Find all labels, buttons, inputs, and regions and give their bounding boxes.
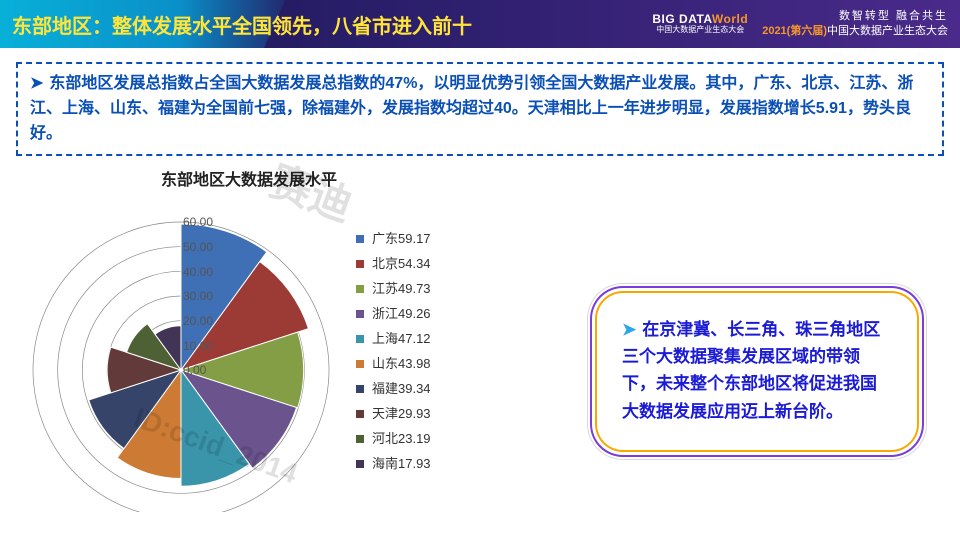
radial-tick-label: 50.00 — [183, 241, 213, 253]
legend-swatch — [356, 260, 364, 268]
polar-chart — [16, 192, 346, 512]
legend-item: 山东43.98 — [356, 351, 431, 376]
radial-tick-label: 30.00 — [183, 290, 213, 302]
callout-text: 在京津冀、长三角、珠三角地区三个大数据聚集发展区域的带领下，未来整个东部地区将促… — [622, 320, 880, 421]
legend-item: 广东59.17 — [356, 226, 431, 251]
event-logo: BIG DATAWorld 中国大数据产业生态大会 — [652, 13, 748, 35]
legend-item: 北京54.34 — [356, 251, 431, 276]
legend-swatch — [356, 335, 364, 343]
legend-label: 河北23.19 — [372, 432, 431, 445]
callout-box: ➤在京津冀、长三角、珠三角地区三个大数据聚集发展区域的带领下，未来整个东部地区将… — [597, 293, 917, 450]
bullet-arrow-icon: ➤ — [30, 75, 43, 92]
content-row: 东部地区大数据发展水平 0.00 10.00 20.00 30.00 40.00 50.0… — [0, 166, 960, 536]
description-text: 东部地区发展总指数占全国大数据发展总指数的47%，以明显优势引领全国大数据产业发… — [30, 75, 913, 142]
legend-label: 浙江49.26 — [372, 307, 431, 320]
legend-label: 广东59.17 — [372, 232, 431, 245]
legend-swatch — [356, 385, 364, 393]
tagline-1: 数智转型 融合共生 — [762, 9, 948, 24]
chart-area: 东部地区大数据发展水平 0.00 10.00 20.00 30.00 40.00 50.0… — [16, 166, 556, 536]
legend-label: 天津29.93 — [372, 407, 431, 420]
legend-label: 江苏49.73 — [372, 282, 431, 295]
legend-swatch — [356, 460, 364, 468]
legend-item: 海南17.93 — [356, 451, 431, 476]
legend-item: 上海47.12 — [356, 326, 431, 351]
radial-tick-label: 10.00 — [183, 340, 213, 352]
legend-swatch — [356, 410, 364, 418]
legend-label: 上海47.12 — [372, 332, 431, 345]
chart-legend: 广东59.17 北京54.34 江苏49.73 浙江49.26 上海47.12 山东43.… — [356, 226, 431, 476]
legend-swatch — [356, 360, 364, 368]
logo-text-2: World — [712, 12, 748, 26]
legend-swatch — [356, 285, 364, 293]
legend-label: 北京54.34 — [372, 257, 431, 270]
tagline-2b: 中国大数据产业生态大会 — [827, 25, 948, 37]
logo-text-1: BIG DATA — [652, 12, 712, 26]
legend-label: 山东43.98 — [372, 357, 431, 370]
legend-swatch — [356, 235, 364, 243]
header-right: BIG DATAWorld 中国大数据产业生态大会 数智转型 融合共生 2021… — [652, 9, 948, 40]
legend-swatch — [356, 310, 364, 318]
radial-tick-label: 0.00 — [183, 364, 206, 376]
legend-swatch — [356, 435, 364, 443]
tagline-2a: 2021(第六届) — [762, 25, 827, 37]
callout-arrow-icon: ➤ — [622, 320, 636, 339]
legend-label: 福建39.34 — [372, 382, 431, 395]
tagline: 数智转型 融合共生 2021(第六届)中国大数据产业生态大会 — [762, 9, 948, 40]
legend-item: 河北23.19 — [356, 426, 431, 451]
slide-header: 东部地区：整体发展水平全国领先，八省市进入前十 BIG DATAWorld 中国… — [0, 0, 960, 48]
logo-text-cn: 中国大数据产业生态大会 — [656, 26, 744, 35]
radial-tick-label: 40.00 — [183, 266, 213, 278]
legend-item: 浙江49.26 — [356, 301, 431, 326]
legend-label: 海南17.93 — [372, 457, 431, 470]
slide-title: 东部地区：整体发展水平全国领先，八省市进入前十 — [12, 10, 472, 39]
legend-item: 江苏49.73 — [356, 276, 431, 301]
chart-title: 东部地区大数据发展水平 — [161, 166, 337, 190]
callout-area: ➤在京津冀、长三角、珠三角地区三个大数据聚集发展区域的带领下，未来整个东部地区将… — [570, 166, 944, 536]
radial-tick-label: 60.00 — [183, 216, 213, 228]
radial-tick-label: 20.00 — [183, 315, 213, 327]
legend-item: 天津29.93 — [356, 401, 431, 426]
legend-item: 福建39.34 — [356, 376, 431, 401]
description-box: ➤东部地区发展总指数占全国大数据发展总指数的47%，以明显优势引领全国大数据产业… — [16, 62, 944, 156]
